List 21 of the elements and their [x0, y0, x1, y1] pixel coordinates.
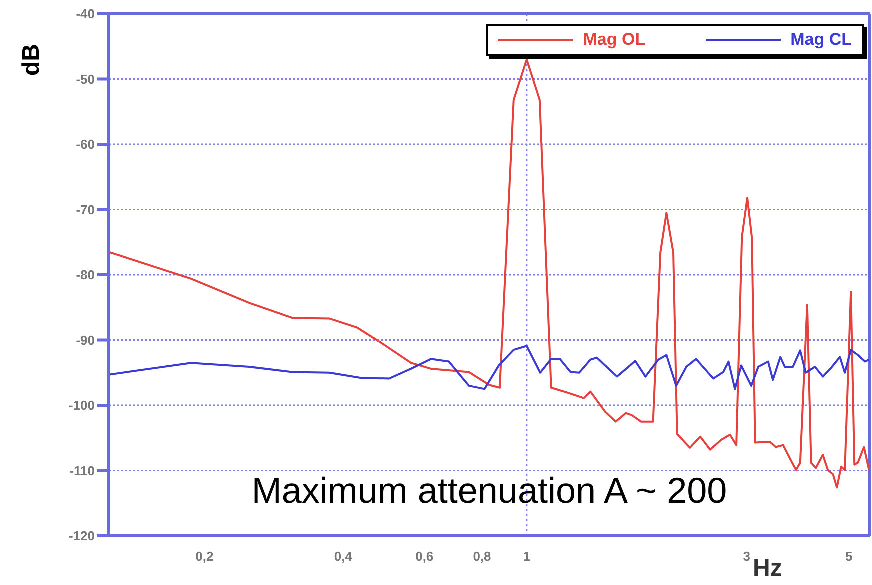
x-axis-title: Hz	[753, 555, 782, 583]
x-tick-label: 0,6	[416, 549, 434, 564]
y-axis-title: dB	[18, 44, 46, 76]
x-tick-label: 3	[743, 549, 750, 564]
y-tick-label: -80	[76, 268, 95, 283]
x-tick-label: 5	[845, 549, 853, 564]
x-tick-label: 0,4	[334, 549, 354, 564]
y-tick-label: -60	[76, 137, 95, 152]
y-tick-label: -100	[68, 398, 95, 414]
x-tick-label: 0,8	[473, 549, 492, 564]
y-tick-label: -90	[76, 332, 95, 348]
y-tick-label: -50	[76, 72, 95, 87]
y-tick-label: -110	[70, 463, 95, 478]
x-tick-label: 1	[523, 549, 531, 564]
y-tick-label: -120	[68, 528, 95, 544]
legend-label: Mag OL	[583, 30, 646, 50]
y-tick-label: -40	[76, 6, 95, 22]
annotation: Maximum attenuation A ~ 200	[250, 470, 728, 512]
y-tick-label: -70	[76, 202, 95, 218]
legend-label: Mag CL	[790, 30, 852, 50]
x-tick-label: 0,2	[196, 549, 214, 564]
